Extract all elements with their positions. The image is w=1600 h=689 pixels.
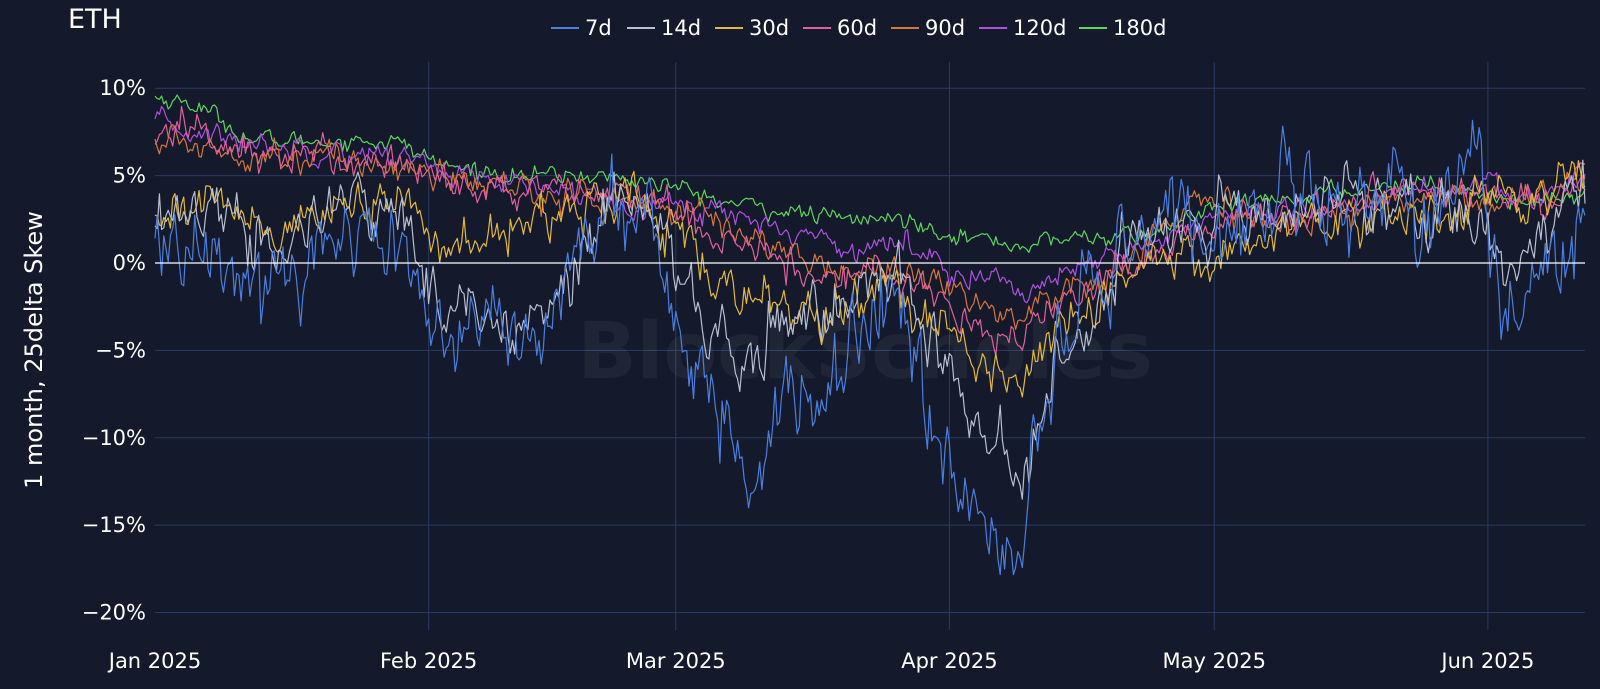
y-tick-label: −10%	[82, 426, 146, 450]
legend-label: 90d	[925, 16, 965, 40]
legend-label: 14d	[661, 16, 701, 40]
y-tick-label: −5%	[95, 338, 146, 362]
y-tick-label: 0%	[113, 251, 146, 275]
legend-item-7d[interactable]: 7d	[551, 16, 612, 40]
legend[interactable]: 7d 14d 30d 60d 90d 120d 180d	[551, 16, 1166, 40]
legend-item-14d[interactable]: 14d	[627, 16, 701, 40]
y-tick-label: 5%	[113, 164, 146, 188]
legend-item-60d[interactable]: 60d	[803, 16, 877, 40]
x-tick-label: Mar 2025	[626, 649, 726, 673]
legend-label: 7d	[585, 16, 612, 40]
y-tick-label: −15%	[82, 513, 146, 537]
x-tick-label: May 2025	[1162, 649, 1266, 673]
x-tick-label: Apr 2025	[901, 649, 997, 673]
series-line-180d	[154, 94, 1586, 253]
x-tick-label: Feb 2025	[380, 649, 477, 673]
y-tick-label: −20%	[82, 601, 146, 625]
legend-item-120d[interactable]: 120d	[979, 16, 1066, 40]
axis-layer: 10% 5% 0% −5% −10% −15% −20% Jan 2025 Feb 2025 Ma…	[82, 76, 1535, 673]
legend-item-180d[interactable]: 180d	[1079, 16, 1166, 40]
legend-item-30d[interactable]: 30d	[715, 16, 789, 40]
legend-item-90d[interactable]: 90d	[891, 16, 965, 40]
x-tick-label: Jun 2025	[1439, 649, 1534, 673]
y-tick-label: 10%	[99, 76, 146, 100]
series-layer	[154, 94, 1586, 576]
x-tick-label: Jan 2025	[107, 649, 202, 673]
legend-label: 120d	[1013, 16, 1066, 40]
series-line-7d	[154, 119, 1586, 576]
legend-label: 180d	[1113, 16, 1166, 40]
legend-label: 60d	[837, 16, 877, 40]
chart-title: ETH	[68, 4, 122, 35]
series-line-14d	[154, 159, 1586, 500]
y-axis-title: 1 month, 25delta Skew	[20, 211, 48, 489]
legend-label: 30d	[749, 16, 789, 40]
series-line-120d	[154, 105, 1586, 304]
